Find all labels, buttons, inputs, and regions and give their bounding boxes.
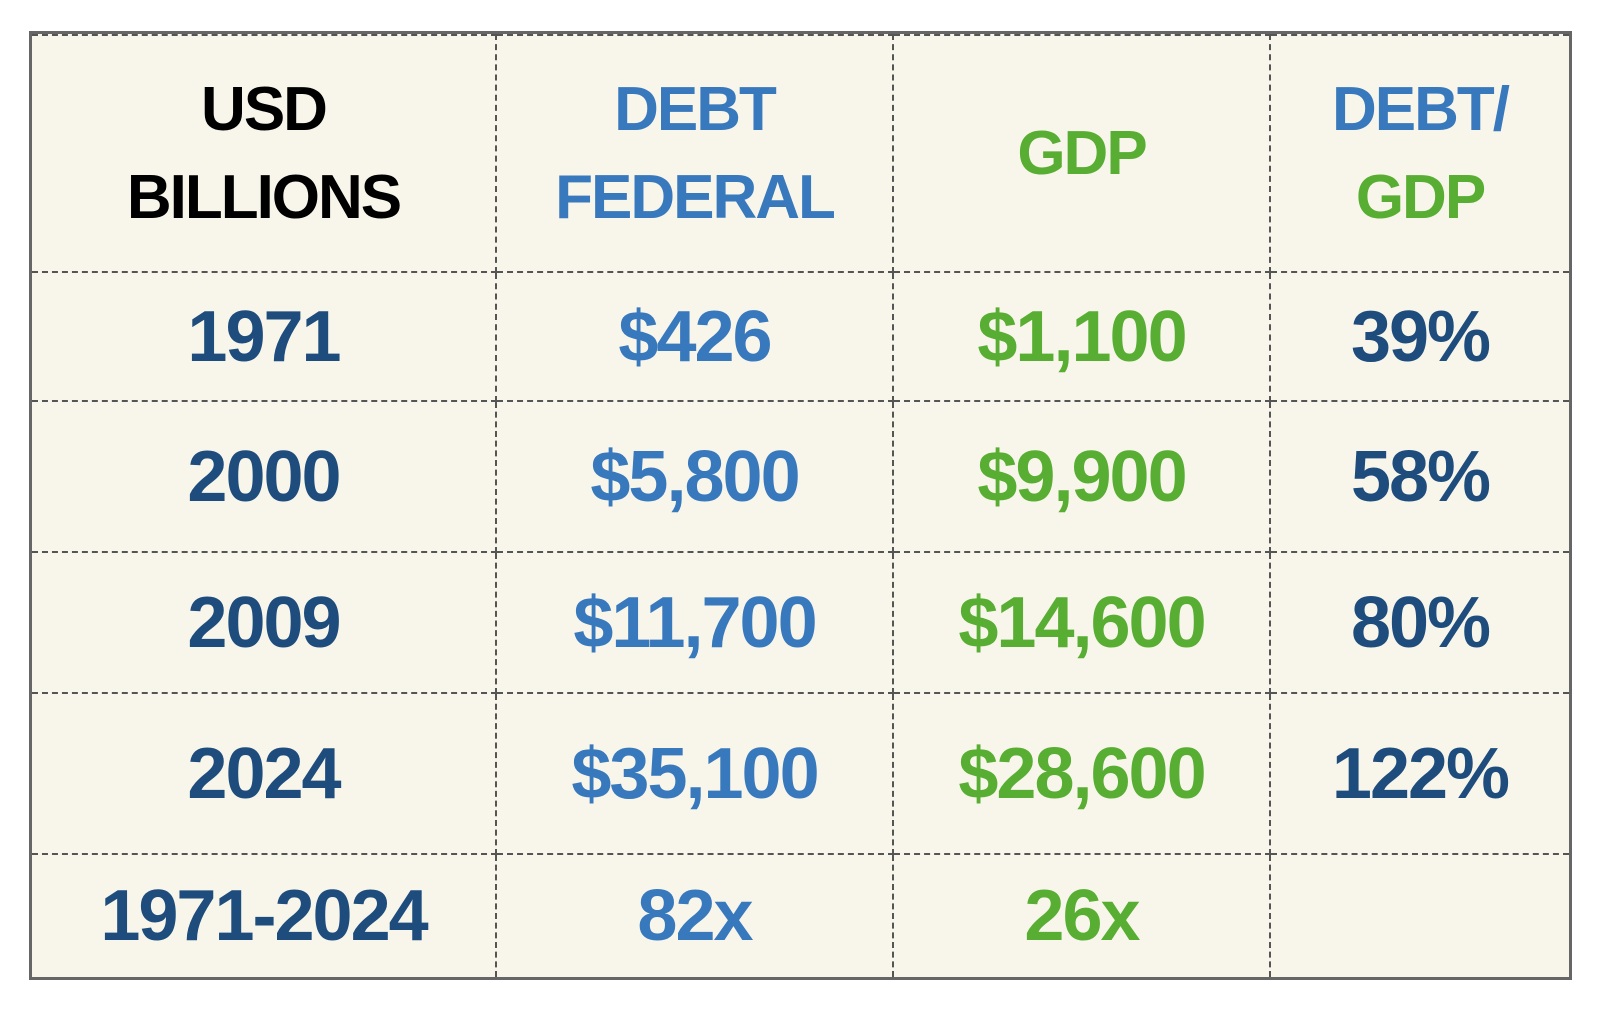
data-row: 2024 $35,100 $28,600 122% [32,692,1569,855]
data-row: 2009 $11,700 $14,600 80% [32,551,1569,694]
header-cell: GDP [892,34,1271,273]
data-cell: $9,900 [892,400,1271,553]
header-text: GDP [1355,162,1486,232]
data-cell: $14,600 [892,551,1271,694]
data-row: 2000 $5,800 $9,900 58% [32,400,1569,553]
header-text: USD [201,74,328,144]
header-cell: DEBT FEDERAL [495,34,894,273]
header-text: DEBT/ [1332,74,1510,144]
data-cell: $1,100 [892,271,1271,402]
data-cell: $5,800 [495,400,894,553]
debt-gdp-table: USD BILLIONS DEBT FEDERAL GDP DEBT/GDP 1971 $42… [32,34,1569,977]
data-cell: 1971 [32,271,497,402]
data-row: 1971 $426 $1,100 39% [32,271,1569,402]
header-text: DEBT [614,74,777,144]
data-cell: 2024 [32,692,497,855]
data-cell: 2009 [32,551,497,694]
data-cell: $35,100 [495,692,894,855]
header-text: FEDERAL [555,162,836,232]
data-cell: $28,600 [892,692,1271,855]
data-cell [1269,853,1569,977]
data-cell: 2000 [32,400,497,553]
header-cell: USD BILLIONS [32,34,497,273]
data-cell: 1971-2024 [32,853,497,977]
header-text: GDP [1017,118,1147,188]
data-row: 1971-2024 82x 26x [32,853,1569,977]
data-cell: 122% [1269,692,1569,855]
table-frame: USD BILLIONS DEBT FEDERAL GDP DEBT/GDP 1971 $42… [29,31,1572,980]
data-cell: 80% [1269,551,1569,694]
data-cell: 26x [892,853,1271,977]
data-cell: 39% [1269,271,1569,402]
header-row: USD BILLIONS DEBT FEDERAL GDP DEBT/GDP [32,34,1569,273]
data-cell: $11,700 [495,551,894,694]
header-cell: DEBT/GDP [1269,34,1569,273]
header-text: BILLIONS [126,162,402,232]
data-cell: 82x [495,853,894,977]
data-cell: 58% [1269,400,1569,553]
data-cell: $426 [495,271,894,402]
